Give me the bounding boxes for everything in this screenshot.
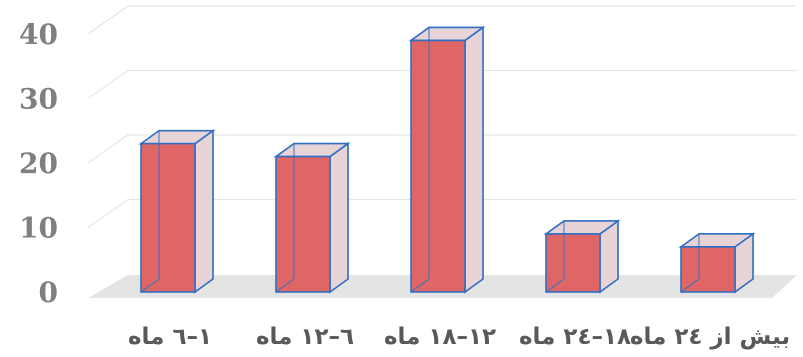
y-tick-label: 30 [19, 83, 58, 116]
y-tick-label: 10 [19, 212, 58, 245]
bar [543, 219, 621, 294]
bar [678, 232, 756, 294]
bar-front [140, 142, 196, 293]
bar [138, 129, 216, 294]
gridline [87, 134, 797, 164]
y-tick-label: 40 [19, 18, 58, 51]
x-tick-label: بیش از ۲٤ ماه [630, 324, 790, 350]
bar-edge [275, 278, 295, 293]
y-tick-label: 20 [19, 147, 58, 180]
bar-front [410, 39, 466, 293]
bar-side [464, 25, 484, 294]
bar-side [329, 141, 349, 294]
y-tick-label: 0 [39, 276, 58, 309]
bar-side [194, 129, 214, 294]
bar [408, 25, 486, 294]
bar-edge [680, 278, 700, 293]
bar-edge [140, 278, 160, 293]
gridlines [87, 5, 797, 228]
bar-front [680, 246, 736, 293]
x-tick-label: ۱۸–۲٤ ماه [519, 324, 631, 350]
gridline [87, 69, 797, 99]
bar-edge [410, 278, 430, 293]
bar-edge [545, 278, 565, 293]
y-axis-ticks: 0 10 20 30 40 [19, 18, 58, 309]
x-tick-label: ۱۲–۱۸ ماه [384, 324, 496, 350]
x-tick-label: ۱–٦ ماه [128, 324, 212, 350]
bar-front [545, 233, 601, 293]
x-tick-label: ٦–۱۲ ماه [256, 324, 354, 350]
bar-front [275, 155, 331, 293]
bar [273, 141, 351, 294]
bars [138, 25, 756, 294]
gridline [87, 5, 797, 35]
gridline [87, 198, 797, 228]
